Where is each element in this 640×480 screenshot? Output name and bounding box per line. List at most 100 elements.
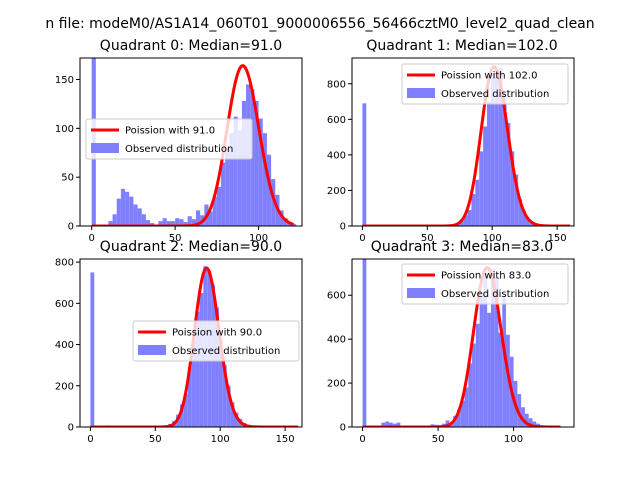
legend-box	[401, 63, 569, 105]
histogram-bar	[475, 323, 480, 427]
histogram-bar	[233, 116, 238, 226]
histogram-bar	[141, 214, 146, 226]
histogram-bar	[196, 210, 201, 226]
panel-quadrant-2: Quadrant 2: Median=90.0 0 50 100 150 0 200 400…	[55, 239, 303, 445]
histogram-bar	[215, 307, 219, 427]
legend-label-fit: Poission with 83.0	[441, 271, 531, 282]
x-tick-label: 100	[249, 233, 268, 244]
legend-label-fit: Poission with 91.0	[125, 126, 215, 137]
y-tick-label: 100	[55, 124, 74, 135]
y-tick-label: 50	[61, 173, 74, 184]
histogram-bar	[502, 295, 507, 427]
y-tick-label: 200	[327, 186, 346, 197]
histogram-bar	[175, 218, 180, 226]
histogram-bar	[522, 210, 526, 226]
y-tick-label: 0	[340, 222, 346, 233]
y-tick-label: 200	[55, 381, 74, 392]
histogram-bar	[385, 421, 389, 427]
legend-box	[132, 320, 300, 362]
y-tick-label: 400	[55, 340, 74, 351]
histogram-bar	[396, 422, 401, 427]
histogram-bar	[222, 365, 227, 427]
histogram-bar	[389, 422, 393, 427]
y-tick-label: 600	[327, 291, 346, 302]
legend-label-hist: Observed distribution	[441, 289, 549, 300]
x-tick-label: 50	[421, 233, 434, 244]
panel-quadrant-1: Quadrant 1: Median=102.0 0 50 100 150 0 200 40…	[327, 38, 575, 244]
panel-quadrant-3: Quadrant 3: Median=83.0 0 50 100 0 200 400 600…	[327, 239, 575, 445]
legend: Poission with 83.0 Observed distribution	[401, 263, 569, 305]
histogram-bar	[216, 186, 222, 226]
histogram-bar	[112, 214, 117, 226]
x-tick-label: 150	[276, 434, 295, 445]
legend-patch-swatch	[138, 345, 166, 355]
histogram-bar	[191, 219, 196, 226]
histogram-bar	[221, 162, 226, 226]
histogram-bar	[271, 179, 276, 226]
y-tick-label: 800	[327, 79, 346, 90]
histogram-bar	[487, 312, 491, 427]
legend-label-hist: Observed distribution	[441, 89, 549, 100]
axes-frame	[351, 258, 575, 428]
x-tick-label: 50	[149, 434, 162, 445]
histogram-bar	[179, 219, 184, 226]
legend-patch-swatch	[91, 143, 119, 153]
legend: Poission with 102.0 Observed distribution	[401, 63, 569, 105]
histogram-bar	[518, 199, 523, 226]
x-tick-label: 100	[483, 233, 502, 244]
histogram-bar	[137, 208, 142, 226]
histogram-bar	[226, 385, 231, 427]
plot-area: 0 50 100 0 200 400 600 Poission with 83.0 Observ…	[327, 258, 575, 445]
histogram-bar	[498, 67, 503, 226]
histogram-bar	[362, 259, 367, 427]
y-tick-label: 200	[327, 379, 346, 390]
poisson-fit-line	[362, 266, 561, 427]
histogram-bar	[230, 402, 235, 427]
histogram-bar	[510, 151, 515, 226]
histogram-bar	[362, 103, 367, 226]
histogram-bar	[212, 196, 217, 226]
histogram-bar	[108, 221, 113, 226]
histogram-bar	[521, 407, 525, 427]
histogram-bar	[392, 423, 397, 427]
y-tick-label: 0	[68, 222, 74, 233]
legend: Poission with 90.0 Observed distribution	[132, 320, 300, 362]
histogram-bar	[475, 179, 480, 226]
plot-area: 0 50 100 150 0 200 400 600 800 Poission with 102.…	[327, 57, 575, 244]
y-tick-label: 400	[327, 150, 346, 161]
histogram-bar	[187, 216, 192, 226]
histogram-bar	[490, 268, 495, 427]
histogram-bar	[170, 221, 176, 226]
histogram-bar	[195, 311, 200, 427]
poisson-fit-line	[362, 65, 571, 226]
histogram-bar	[460, 400, 465, 427]
histogram-bar	[498, 332, 503, 427]
histogram-bar	[463, 215, 468, 226]
histogram-bar	[528, 418, 533, 427]
histogram-bar	[483, 273, 488, 427]
x-tick-label: 100	[504, 434, 523, 445]
histogram-bar	[234, 412, 239, 427]
legend-label-hist: Observed distribution	[125, 144, 233, 155]
histogram-bar	[145, 220, 151, 226]
histogram-bar	[120, 188, 126, 226]
histogram-bar	[187, 367, 192, 427]
poisson-fit-line	[91, 64, 295, 226]
histogram-bar	[525, 218, 530, 226]
histogram-bar	[166, 221, 171, 226]
legend-box	[85, 118, 253, 160]
x-tick-label: 100	[211, 434, 230, 445]
histogram-bar	[472, 343, 476, 427]
histogram-bar	[464, 387, 469, 427]
legend-label-fit: Poission with 102.0	[441, 71, 537, 82]
histogram-bar	[502, 92, 507, 226]
histogram-bar	[532, 421, 537, 427]
histogram-bar	[479, 295, 484, 427]
legend-box	[401, 263, 569, 305]
histogram-bar	[191, 340, 196, 427]
histogram-bar	[116, 198, 121, 226]
histogram-bar	[445, 420, 450, 427]
histogram-bar	[90, 272, 95, 427]
histogram-bar	[218, 340, 223, 427]
